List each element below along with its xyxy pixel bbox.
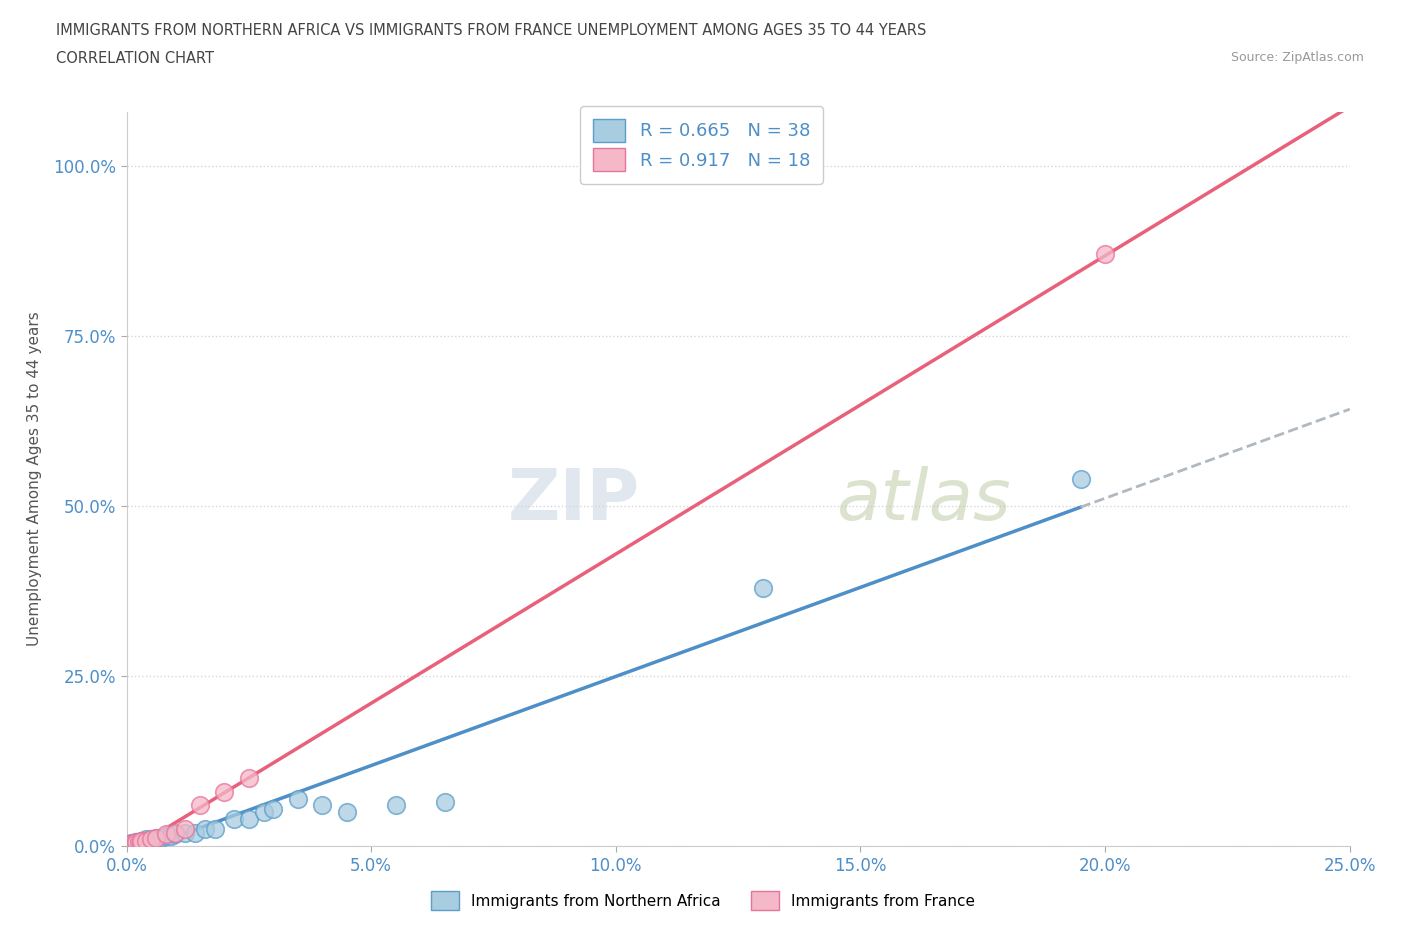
Point (287, 791, 309, 806)
Point (214, 784, 236, 799)
Point (1070, 472, 1092, 486)
Point (125, 835, 148, 850)
Point (149, 830, 172, 845)
Point (184, 825, 207, 840)
Point (135, 832, 157, 847)
Point (384, 798, 406, 813)
Point (122, 837, 145, 852)
Point (129, 833, 152, 848)
Point (194, 822, 217, 837)
Point (238, 771, 260, 786)
Point (125, 834, 148, 849)
Point (224, 812, 246, 827)
Point (433, 794, 456, 809)
Point (129, 833, 152, 848)
Point (118, 837, 141, 852)
Legend: R = 0.665   N = 38, R = 0.917   N = 18: R = 0.665 N = 38, R = 0.917 N = 18 (581, 106, 823, 184)
Text: atlas: atlas (837, 467, 1011, 536)
Point (204, 822, 226, 837)
Point (155, 829, 177, 844)
Point (139, 832, 162, 847)
Point (159, 829, 181, 844)
Point (1094, 247, 1116, 262)
Point (174, 822, 197, 837)
Point (128, 835, 150, 850)
Point (135, 834, 157, 849)
Point (188, 798, 211, 813)
Point (238, 812, 260, 827)
Point (165, 825, 187, 840)
Point (336, 804, 359, 819)
Point (120, 837, 142, 852)
Text: CORRELATION CHART: CORRELATION CHART (56, 51, 214, 66)
Point (129, 834, 152, 849)
Point (120, 836, 142, 851)
Point (129, 835, 152, 850)
Point (132, 835, 155, 850)
Text: Source: ZipAtlas.com: Source: ZipAtlas.com (1230, 51, 1364, 64)
Point (262, 802, 284, 817)
Point (122, 835, 145, 850)
Point (125, 835, 148, 850)
Point (118, 837, 141, 852)
Legend: Immigrants from Northern Africa, Immigrants from France: Immigrants from Northern Africa, Immigra… (423, 884, 983, 918)
Point (145, 830, 167, 845)
Text: IMMIGRANTS FROM NORTHERN AFRICA VS IMMIGRANTS FROM FRANCE UNEMPLOYMENT AMONG AGE: IMMIGRANTS FROM NORTHERN AFRICA VS IMMIG… (56, 23, 927, 38)
Point (129, 835, 152, 850)
Point (155, 827, 177, 842)
Point (139, 833, 162, 848)
Point (125, 836, 148, 851)
Point (165, 827, 187, 842)
Point (145, 832, 167, 847)
Point (125, 835, 148, 850)
Point (311, 798, 333, 813)
Point (252, 804, 274, 819)
Point (174, 825, 197, 840)
Point (122, 836, 145, 851)
Y-axis label: Unemployment Among Ages 35 to 44 years: Unemployment Among Ages 35 to 44 years (27, 312, 42, 646)
Point (128, 835, 150, 850)
Point (135, 833, 157, 848)
Point (120, 835, 142, 850)
Point (751, 580, 773, 595)
Point (145, 830, 167, 845)
Text: ZIP: ZIP (508, 467, 640, 536)
Point (139, 832, 162, 847)
